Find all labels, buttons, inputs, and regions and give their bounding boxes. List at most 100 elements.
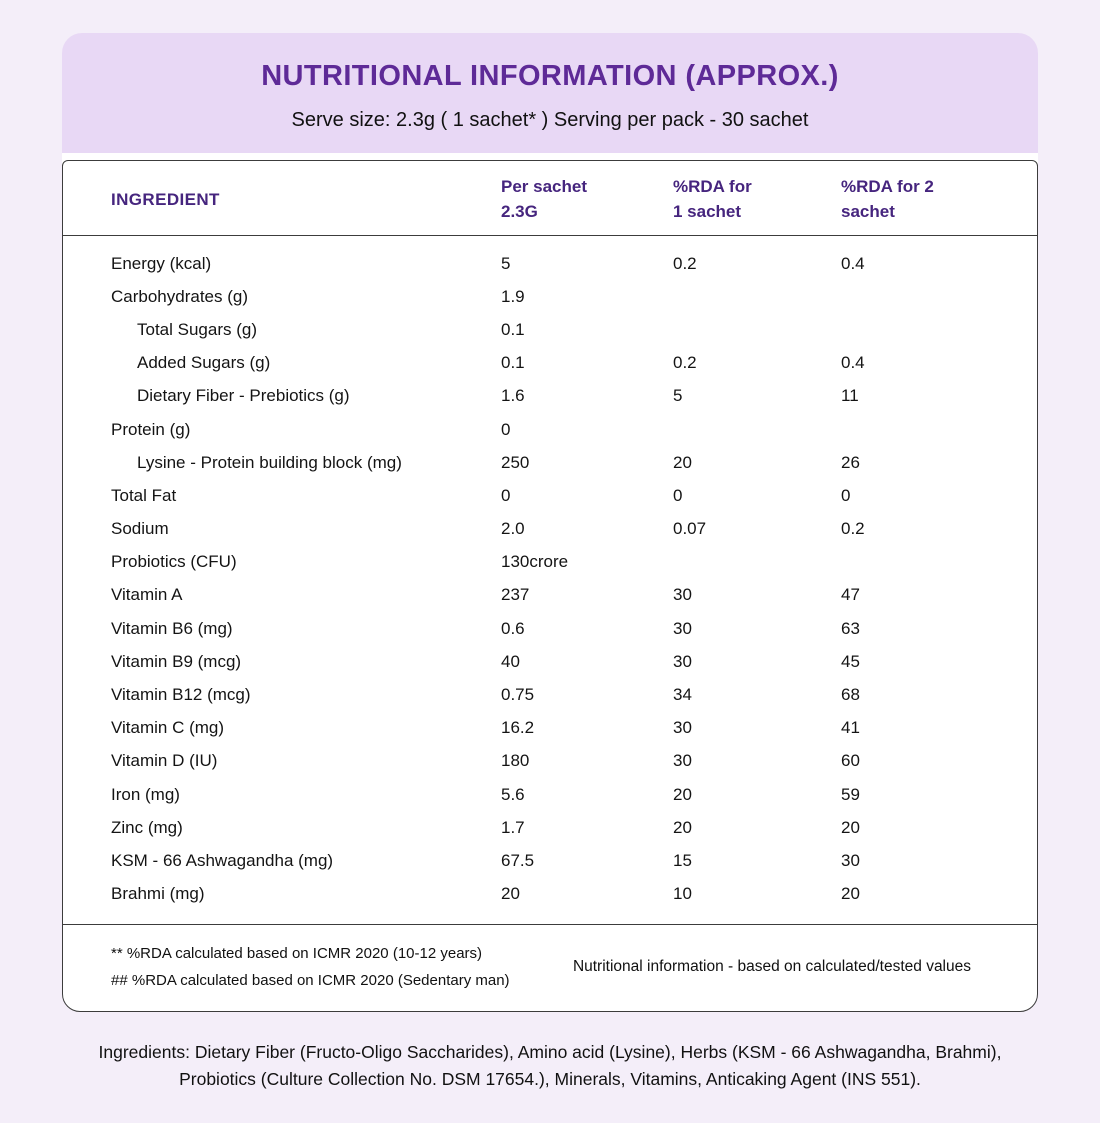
- value-per-sachet: 0.6: [501, 618, 525, 638]
- value-rda-2-sachet: 30: [841, 850, 860, 870]
- value-rda-2-sachet: 41: [841, 718, 860, 738]
- value-per-sachet: 2.0: [501, 519, 525, 539]
- value-rda-2-sachet: 45: [841, 651, 860, 671]
- value-per-sachet: 5: [501, 253, 511, 273]
- ingredient-name: Energy (kcal): [111, 253, 212, 273]
- table-row: Vitamin C (mg) 16.2 30 41: [111, 712, 989, 745]
- value-rda-2-sachet: 0.2: [841, 519, 865, 539]
- value-per-sachet: 1.9: [501, 286, 525, 306]
- table-body: Energy (kcal) 5 0.2 0.4 Carbohydrates (g) 1.9…: [63, 236, 1037, 924]
- ingredient-name: Lysine - Protein building block (mg): [137, 452, 402, 472]
- value-rda-1-sachet: 0: [673, 485, 683, 505]
- ingredient-name: Total Sugars (g): [137, 319, 257, 339]
- table-row: KSM - 66 Ashwagandha (mg) 67.5 15 30: [111, 844, 989, 877]
- ingredient-name: Vitamin B6 (mg): [111, 618, 233, 638]
- value-rda-1-sachet: 30: [673, 651, 692, 671]
- table-header-row: INGREDIENT Per sachet 2.3G %RDA for 1 sa…: [63, 161, 1037, 236]
- value-rda-2-sachet: 11: [841, 386, 859, 406]
- table-row: Vitamin B6 (mg) 0.6 30 63: [111, 612, 989, 645]
- table-row: Vitamin B12 (mcg) 0.75 34 68: [111, 678, 989, 711]
- value-rda-1-sachet: 30: [673, 751, 692, 771]
- value-rda-1-sachet: 34: [673, 685, 692, 705]
- value-rda-1-sachet: 30: [673, 585, 692, 605]
- table-row: Added Sugars (g) 0.1 0.2 0.4: [111, 347, 989, 380]
- table-row: Brahmi (mg) 20 10 20: [111, 878, 989, 911]
- value-rda-1-sachet: 30: [673, 718, 692, 738]
- ingredient-name: Probiotics (CFU): [111, 552, 237, 572]
- column-header-per-sachet: Per sachet 2.3G: [501, 177, 587, 221]
- ingredients-list-text: Ingredients: Dietary Fiber (Fructo-Oligo…: [98, 1041, 1002, 1089]
- value-per-sachet: 0: [501, 485, 511, 505]
- table-row: Iron (mg) 5.6 20 59: [111, 778, 989, 811]
- value-per-sachet: 130crore: [501, 552, 569, 572]
- value-rda-2-sachet: 0.4: [841, 353, 865, 373]
- table-row: Vitamin D (IU) 180 30 60: [111, 745, 989, 778]
- value-per-sachet: 180: [501, 751, 530, 771]
- ingredient-name: Added Sugars (g): [137, 353, 271, 373]
- table-row: Sodium 2.0 0.07 0.2: [111, 513, 989, 546]
- value-per-sachet: 237: [501, 585, 530, 605]
- ingredient-name: KSM - 66 Ashwagandha (mg): [111, 850, 334, 870]
- value-rda-2-sachet: 60: [841, 751, 860, 771]
- ingredient-name: Sodium: [111, 519, 169, 539]
- ingredient-name: Iron (mg): [111, 784, 180, 804]
- value-rda-1-sachet: 20: [673, 784, 692, 804]
- table-row: Carbohydrates (g) 1.9: [111, 280, 989, 313]
- value-per-sachet: 67.5: [501, 850, 535, 870]
- ingredient-name: Vitamin D (IU): [111, 751, 218, 771]
- value-per-sachet: 5.6: [501, 784, 525, 804]
- value-per-sachet: 250: [501, 452, 530, 472]
- footnote-rda-years: ** %RDA calculated based on ICMR 2020 (1…: [111, 944, 483, 962]
- value-per-sachet: 16.2: [501, 718, 535, 738]
- value-rda-2-sachet: 20: [841, 817, 860, 837]
- table-row: Probiotics (CFU) 130crore: [111, 546, 989, 579]
- value-rda-1-sachet: 5: [673, 386, 683, 406]
- value-rda-2-sachet: 68: [841, 685, 860, 705]
- value-per-sachet: 1.6: [501, 386, 525, 406]
- table-row: Protein (g) 0: [111, 413, 989, 446]
- serve-size-text: Serve size: 2.3g ( 1 sachet* ) Serving p…: [291, 109, 809, 131]
- value-rda-1-sachet: 20: [673, 817, 692, 837]
- value-rda-1-sachet: 10: [673, 884, 692, 904]
- header-band: NUTRITIONAL INFORMATION (APPROX.) Serve …: [62, 33, 1038, 153]
- value-rda-2-sachet: 20: [841, 884, 860, 904]
- table-row: Lysine - Protein building block (mg) 250 2…: [111, 446, 989, 479]
- nutrition-facts-card: NUTRITIONAL INFORMATION (APPROX.) Serve …: [62, 33, 1038, 1012]
- value-per-sachet: 0.75: [501, 685, 535, 705]
- column-header-ingredient: INGREDIENT: [111, 189, 220, 209]
- value-rda-1-sachet: 0.2: [673, 253, 697, 273]
- column-header-rda-1-sachet: %RDA for 1 sachet: [673, 177, 752, 221]
- value-per-sachet: 20: [501, 884, 520, 904]
- value-rda-2-sachet: 47: [841, 585, 860, 605]
- ingredient-name: Vitamin A: [111, 585, 183, 605]
- footnote-rda-sedentary: ## %RDA calculated based on ICMR 2020 (S…: [111, 971, 510, 989]
- ingredient-name: Brahmi (mg): [111, 884, 205, 904]
- value-per-sachet: 40: [501, 651, 520, 671]
- ingredient-name: Vitamin C (mg): [111, 718, 225, 738]
- table-row: Zinc (mg) 1.7 20 20: [111, 811, 989, 844]
- value-per-sachet: 1.7: [501, 817, 525, 837]
- value-rda-2-sachet: 26: [841, 452, 860, 472]
- value-rda-1-sachet: 30: [673, 618, 692, 638]
- table-row: Dietary Fiber - Prebiotics (g) 1.6 5 11: [111, 380, 989, 413]
- footnotes-section: ** %RDA calculated based on ICMR 2020 (1…: [63, 923, 1037, 1011]
- value-per-sachet: 0.1: [501, 353, 525, 373]
- value-per-sachet: 0: [501, 419, 511, 439]
- value-rda-1-sachet: 20: [673, 452, 692, 472]
- table-row: Total Fat 0 0 0: [111, 479, 989, 512]
- ingredient-name: Vitamin B9 (mcg): [111, 651, 242, 671]
- ingredient-name: Dietary Fiber - Prebiotics (g): [137, 386, 350, 406]
- ingredient-name: Total Fat: [111, 485, 177, 505]
- value-per-sachet: 0.1: [501, 319, 525, 339]
- value-rda-2-sachet: 0.4: [841, 253, 865, 273]
- value-rda-2-sachet: 59: [841, 784, 860, 804]
- value-rda-1-sachet: 0.2: [673, 353, 697, 373]
- table-row: Energy (kcal) 5 0.2 0.4: [111, 247, 989, 280]
- value-rda-1-sachet: 0.07: [673, 519, 707, 539]
- value-rda-2-sachet: 0: [841, 485, 851, 505]
- table-row: Vitamin A 237 30 47: [111, 579, 989, 612]
- footnote-calculated-values: Nutritional information - based on calcu…: [572, 957, 971, 975]
- table-row: Vitamin B9 (mcg) 40 30 45: [111, 645, 989, 678]
- page-title: NUTRITIONAL INFORMATION (APPROX.): [261, 60, 839, 92]
